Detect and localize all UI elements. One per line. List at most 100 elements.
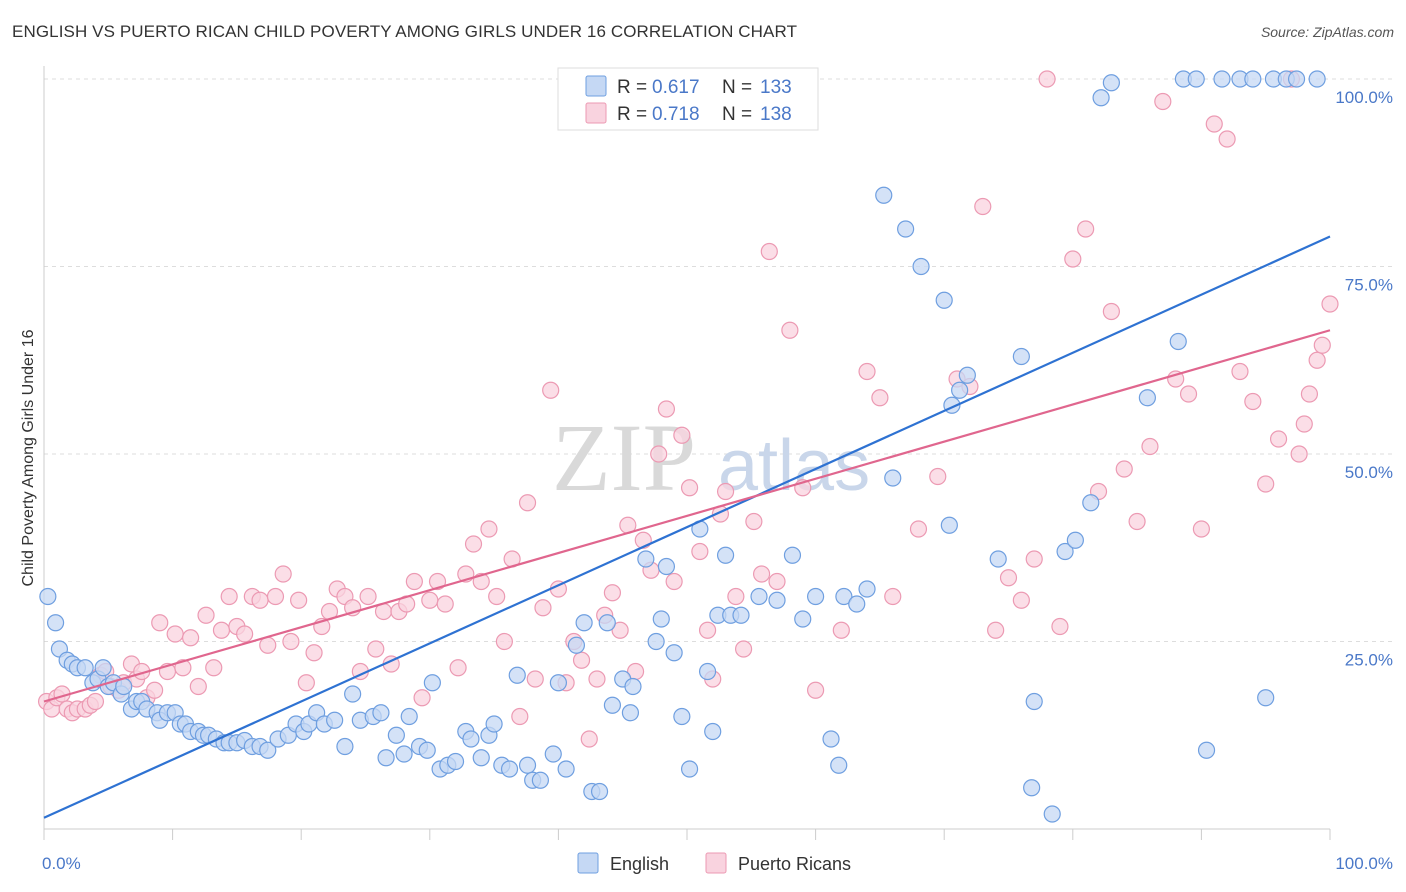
puerto-rican-point [495,632,513,651]
puerto-rican-point [832,621,850,639]
english-point [1102,74,1120,92]
puerto-rican-point [1313,336,1331,354]
legend-puerto-r-label: R = [617,104,647,125]
chart-title: ENGLISH VS PUERTO RICAN CHILD POVERTY AM… [12,22,798,41]
puerto-rican-point [1290,445,1308,463]
x-tick-label: 100.0% [1335,854,1393,873]
english-point [1082,494,1100,512]
english-point [377,749,395,767]
english-point [875,186,893,204]
x-tick-label: 0.0% [42,854,81,873]
puerto-rican-point [174,659,192,677]
english-point [462,730,480,748]
english-point [652,610,670,628]
english-point [1257,689,1275,707]
english-point [446,752,465,771]
watermark: ZIP atlas [552,404,870,511]
legend-english-n-value: 133 [760,77,792,98]
puerto-rican-point [151,614,169,632]
puerto-rican-point [511,707,529,726]
english-point [549,674,568,692]
puerto-rican-point [768,572,786,591]
y-axis-title: Child Poverty Among Girls Under 16 [20,329,37,586]
english-point [1169,332,1187,351]
english-point [603,696,622,714]
legend-puerto-r-value: 0.718 [652,104,700,125]
english-point [958,366,976,384]
english-point [590,782,609,801]
english-point [989,550,1007,568]
puerto-rican-point [534,599,552,617]
puerto-rican-point [650,445,668,463]
english-point [598,614,616,632]
puerto-rican-point [745,512,763,531]
english-point [698,662,717,681]
puerto-rican-point [290,591,308,609]
puerto-rican-point [1321,295,1339,313]
english-point [680,760,699,778]
english-point [665,644,683,662]
puerto-rican-point [1205,115,1223,133]
puerto-rican-point [166,625,184,643]
english-point [531,771,549,789]
puerto-rican-point [1141,437,1159,456]
puerto-rican-point [1300,385,1319,403]
english-point [1056,542,1074,561]
english-point [344,685,362,703]
english-point [637,550,655,568]
y-tick-label: 25.0% [1345,651,1393,670]
puerto-rican-point [1038,70,1056,88]
legend-box: R = 0.617 N = 133 R = 0.718 N = 138 [557,67,819,131]
puerto-rican-point [871,389,889,407]
puerto-rican-point [518,494,537,512]
english-point [1092,89,1110,107]
english-point [418,741,436,759]
english-point [624,677,642,696]
english-trend-line [43,235,1331,819]
english-point [822,730,840,748]
english-point [472,749,490,767]
puerto-rican-point [665,572,683,591]
trend-lines [43,235,1331,819]
english-point [794,610,812,628]
y-tick-labels: 25.0% 50.0% 75.0% 100.0% [1335,88,1393,670]
puerto-rican-point [572,651,591,669]
english-point [46,614,65,632]
puerto-rican-point [542,381,560,399]
puerto-rican-point [236,625,254,643]
puerto-rican-point [1257,475,1275,493]
puerto-rican-point [884,587,902,606]
puerto-rican-point [86,692,105,711]
puerto-rican-point [220,587,238,606]
english-point [848,595,866,613]
puerto-rican-point [673,426,691,444]
puerto-rican-point [145,681,164,699]
puerto-rican-point [449,659,467,677]
puerto-rican-point [588,670,606,688]
puerto-rican-point [1064,250,1082,268]
english-point [1308,70,1326,88]
english-point [544,745,562,763]
english-point [326,711,344,729]
puerto-rican-point [1244,392,1262,411]
english-point [1066,531,1084,549]
puerto-rican-point [305,644,323,662]
puerto-rican-point [1308,351,1326,369]
puerto-rican-point [212,621,231,639]
puerto-rican-point [197,606,215,624]
english-point [1023,779,1041,797]
english-point [1244,70,1262,88]
english-point [673,707,691,726]
puerto-rican-point [1102,302,1120,321]
y-tick-label: 100.0% [1335,88,1393,107]
english-point [1187,70,1205,88]
puerto-rican-point [858,362,876,381]
bottom-legend-english-swatch [577,852,599,874]
bottom-legend: English Puerto Ricans [577,852,851,874]
english-point [935,291,953,309]
puerto-rican-point [603,584,622,602]
english-point [518,756,537,774]
puerto-rican-point [1269,430,1288,448]
english-point [1025,692,1043,711]
puerto-rican-point [413,689,431,707]
